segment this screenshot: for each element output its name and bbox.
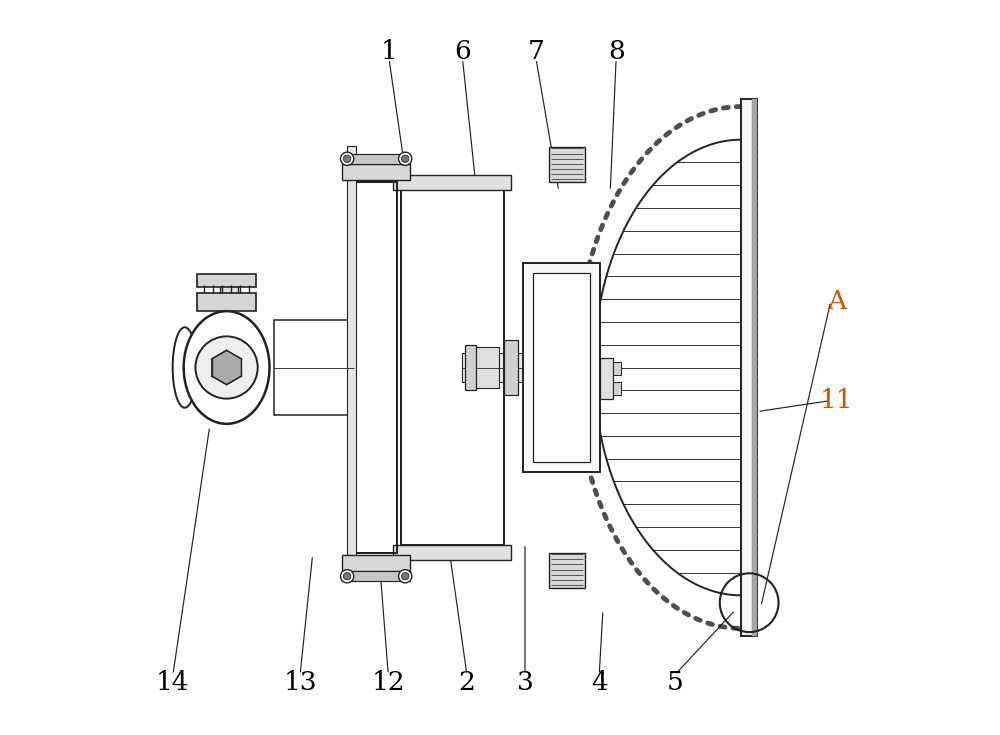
Text: 7: 7 bbox=[528, 39, 544, 64]
Circle shape bbox=[195, 337, 258, 398]
Bar bbox=[342, 571, 410, 581]
Circle shape bbox=[341, 152, 354, 165]
Bar bbox=[523, 263, 600, 472]
Circle shape bbox=[341, 570, 354, 583]
Circle shape bbox=[343, 573, 351, 580]
Text: A: A bbox=[827, 289, 846, 314]
Text: 14: 14 bbox=[156, 670, 190, 695]
Text: 4: 4 bbox=[591, 670, 608, 695]
Circle shape bbox=[402, 155, 409, 162]
Text: 3: 3 bbox=[517, 670, 533, 695]
Bar bbox=[401, 190, 504, 545]
Polygon shape bbox=[212, 351, 241, 384]
Bar bbox=[600, 359, 613, 399]
Text: 12: 12 bbox=[371, 670, 405, 695]
Text: 6: 6 bbox=[454, 39, 471, 64]
Bar bbox=[469, 347, 499, 388]
Text: 1: 1 bbox=[381, 39, 397, 64]
Text: 5: 5 bbox=[667, 670, 683, 695]
Circle shape bbox=[399, 152, 412, 165]
Bar bbox=[393, 175, 511, 190]
Bar bbox=[220, 284, 238, 309]
Circle shape bbox=[402, 573, 409, 580]
Ellipse shape bbox=[184, 311, 270, 424]
Bar bbox=[462, 353, 523, 382]
Text: 2: 2 bbox=[458, 670, 475, 695]
Bar bbox=[354, 182, 397, 553]
Bar bbox=[465, 345, 476, 390]
Bar bbox=[533, 273, 590, 462]
Bar bbox=[549, 553, 585, 588]
Bar bbox=[613, 382, 621, 395]
Text: 11: 11 bbox=[820, 388, 853, 413]
Bar bbox=[504, 340, 518, 395]
Text: 13: 13 bbox=[283, 670, 317, 695]
Bar bbox=[197, 293, 256, 311]
Bar bbox=[347, 146, 356, 581]
Bar bbox=[393, 545, 511, 560]
Bar bbox=[197, 273, 256, 287]
Circle shape bbox=[399, 570, 412, 583]
Bar bbox=[342, 154, 410, 164]
Bar bbox=[549, 147, 585, 182]
Ellipse shape bbox=[173, 327, 197, 408]
Text: 8: 8 bbox=[608, 39, 625, 64]
Bar bbox=[741, 99, 757, 636]
Bar bbox=[752, 99, 757, 636]
Bar bbox=[274, 320, 354, 415]
Bar bbox=[401, 190, 504, 545]
Bar bbox=[342, 164, 410, 180]
Bar bbox=[354, 182, 397, 553]
Bar bbox=[613, 362, 621, 376]
Circle shape bbox=[343, 155, 351, 162]
Bar bbox=[342, 555, 410, 571]
